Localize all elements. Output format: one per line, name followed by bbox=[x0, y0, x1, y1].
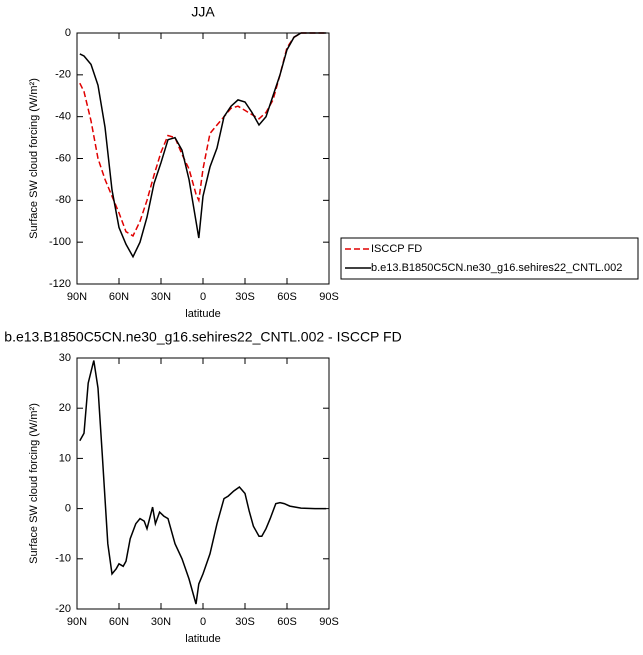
x-tick-label: 90N bbox=[67, 616, 87, 628]
x-tick-label: 60N bbox=[109, 291, 129, 303]
y-axis-label: Surface SW cloud forcing (W/m²) bbox=[28, 78, 40, 239]
plot-frame bbox=[76, 32, 330, 285]
y-axis-label: Surface SW cloud forcing (W/m²) bbox=[28, 403, 40, 564]
x-tick-label: 30N bbox=[151, 291, 171, 303]
y-tick-label: -120 bbox=[49, 278, 71, 290]
y-tick-label: -80 bbox=[55, 194, 71, 206]
x-tick-label: 90S bbox=[319, 616, 339, 628]
x-tick-label: 0 bbox=[200, 291, 206, 303]
y-tick-label: -20 bbox=[55, 603, 71, 615]
chart-title: JJA bbox=[191, 4, 215, 20]
y-tick-label: -60 bbox=[55, 152, 71, 164]
y-tick-label: -40 bbox=[55, 111, 71, 123]
y-tick-label: -10 bbox=[55, 553, 71, 565]
x-tick-label: 60N bbox=[109, 616, 129, 628]
y-tick-label: 0 bbox=[65, 27, 71, 39]
legend-box bbox=[340, 237, 639, 280]
y-tick-label: 10 bbox=[59, 452, 71, 464]
x-tick-label: 30S bbox=[235, 291, 255, 303]
x-tick-label: 0 bbox=[200, 616, 206, 628]
x-tick-label: 60S bbox=[277, 291, 297, 303]
x-tick-label: 60S bbox=[277, 616, 297, 628]
x-axis-label: latitude bbox=[185, 633, 220, 645]
x-axis-label: latitude bbox=[185, 308, 220, 320]
plot-frame bbox=[76, 357, 330, 610]
x-tick-label: 30N bbox=[151, 616, 171, 628]
y-tick-label: -100 bbox=[49, 236, 71, 248]
data-line bbox=[79, 32, 327, 237]
y-tick-label: 30 bbox=[59, 352, 71, 364]
legend-label: b.e13.B1850C5CN.ne30_g16.sehires22_CNTL.… bbox=[371, 262, 622, 274]
x-tick-label: 30S bbox=[235, 616, 255, 628]
y-tick-label: 20 bbox=[59, 402, 71, 414]
legend-label: ISCCP FD bbox=[371, 243, 422, 255]
y-tick-label: -20 bbox=[55, 69, 71, 81]
x-tick-label: 90S bbox=[319, 291, 339, 303]
y-tick-label: 0 bbox=[65, 503, 71, 515]
data-line bbox=[79, 360, 327, 605]
chart-title: b.e13.B1850C5CN.ne30_g16.sehires22_CNTL.… bbox=[4, 329, 401, 345]
data-line bbox=[79, 32, 327, 259]
x-tick-label: 90N bbox=[67, 291, 87, 303]
